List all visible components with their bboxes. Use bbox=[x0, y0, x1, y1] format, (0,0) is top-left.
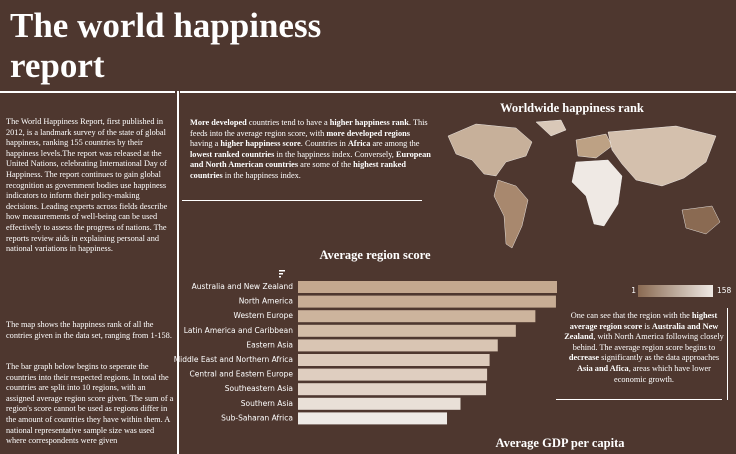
text-run: in the happiness index. bbox=[222, 170, 301, 180]
text-run: . Countries in bbox=[300, 139, 348, 149]
world-map bbox=[447, 119, 721, 249]
text-run: are some of the bbox=[298, 160, 354, 170]
divider bbox=[727, 308, 728, 400]
map-title: Worldwide happiness rank bbox=[500, 101, 644, 115]
text-run: highest ranked countries bbox=[190, 160, 406, 180]
toolbar-icon bbox=[279, 276, 281, 278]
map-text: The map shows the happiness rank of all … bbox=[6, 320, 172, 340]
intro-text: The World Happiness Report, first publis… bbox=[6, 117, 168, 254]
text-run: countries tend to have a bbox=[246, 118, 330, 127]
divider bbox=[177, 91, 179, 454]
text-run: are among the bbox=[370, 139, 420, 149]
text-run: . This feeds into the average region sco… bbox=[190, 118, 428, 138]
divider bbox=[182, 200, 422, 201]
y-tick-label: Middle East and Northern Africa bbox=[174, 355, 293, 364]
legend-min: 1 bbox=[631, 286, 636, 295]
y-tick-label: Sub-Saharan Africa bbox=[221, 413, 293, 422]
text-run: European and North American countries bbox=[190, 149, 431, 170]
divider bbox=[180, 91, 736, 93]
bar bbox=[298, 383, 487, 396]
bar bbox=[298, 412, 448, 425]
text-run: decrease bbox=[568, 353, 600, 363]
divider bbox=[0, 91, 175, 93]
chart-title: Average region score bbox=[319, 248, 431, 262]
y-tick-label: Central and Eastern Europe bbox=[190, 370, 294, 379]
text-run: highest average region score bbox=[569, 311, 718, 331]
y-tick-label: Southeastern Asia bbox=[225, 384, 293, 393]
map-south-america bbox=[493, 179, 529, 249]
y-tick-label: Southern Asia bbox=[241, 399, 293, 408]
y-tick-label: Australia and New Zealand bbox=[192, 282, 294, 291]
center-text: More developed countries tend to have a … bbox=[190, 118, 432, 182]
text-run: in the happiness index. Conversely, bbox=[274, 149, 396, 159]
text-run: Australia and New Zealand bbox=[564, 321, 719, 342]
text-run: lowest ranked countries bbox=[190, 149, 275, 159]
bar bbox=[298, 310, 536, 323]
bar-chart: Australia and New Zealand North America We… bbox=[174, 270, 557, 425]
text-run: higher happiness score bbox=[220, 139, 301, 149]
divider bbox=[556, 399, 722, 400]
bar bbox=[298, 354, 490, 366]
text-run: higher happiness rank bbox=[329, 118, 409, 127]
y-tick-label: North America bbox=[239, 297, 293, 306]
text-run: is bbox=[642, 321, 652, 331]
y-tick-label: Latin America and Caribbean bbox=[184, 326, 293, 335]
bar bbox=[298, 324, 516, 337]
text-run: One can see that the region with the bbox=[570, 311, 692, 320]
map-asia bbox=[607, 125, 717, 187]
legend-scale bbox=[638, 285, 713, 297]
map-europe bbox=[575, 133, 613, 159]
y-tick-label: Western Europe bbox=[233, 311, 293, 320]
legend-max: 158 bbox=[717, 286, 732, 295]
bar bbox=[298, 295, 556, 308]
text-run: having a bbox=[190, 139, 221, 149]
bar bbox=[298, 368, 488, 381]
text-run: , with North America following closely b… bbox=[572, 332, 724, 352]
text-run: Africa bbox=[347, 139, 371, 149]
bar-text: The bar graph below begins to seperate t… bbox=[6, 362, 174, 446]
page-title: The world happiness report bbox=[10, 6, 322, 85]
text-run: , areas which have lower economic growth… bbox=[614, 363, 711, 384]
toolbar-icon bbox=[279, 273, 283, 275]
text-run: more developed regions bbox=[326, 128, 410, 138]
gdp-title: Average GDP per capita bbox=[495, 436, 625, 450]
map-africa bbox=[571, 159, 623, 227]
bar bbox=[298, 397, 461, 410]
bar bbox=[298, 281, 557, 293]
text-run: significantly as the data approaches bbox=[599, 353, 720, 363]
map-australia bbox=[681, 205, 721, 235]
map-north-america bbox=[447, 123, 533, 177]
text-run: More developed bbox=[190, 118, 247, 127]
map-greenland bbox=[535, 119, 567, 137]
bar bbox=[298, 339, 498, 352]
text-run: Asia and Afica bbox=[577, 363, 629, 373]
right-text: One can see that the region with the hig… bbox=[564, 311, 724, 385]
toolbar-icon bbox=[279, 270, 285, 272]
y-tick-label: Eastern Asia bbox=[246, 340, 293, 349]
